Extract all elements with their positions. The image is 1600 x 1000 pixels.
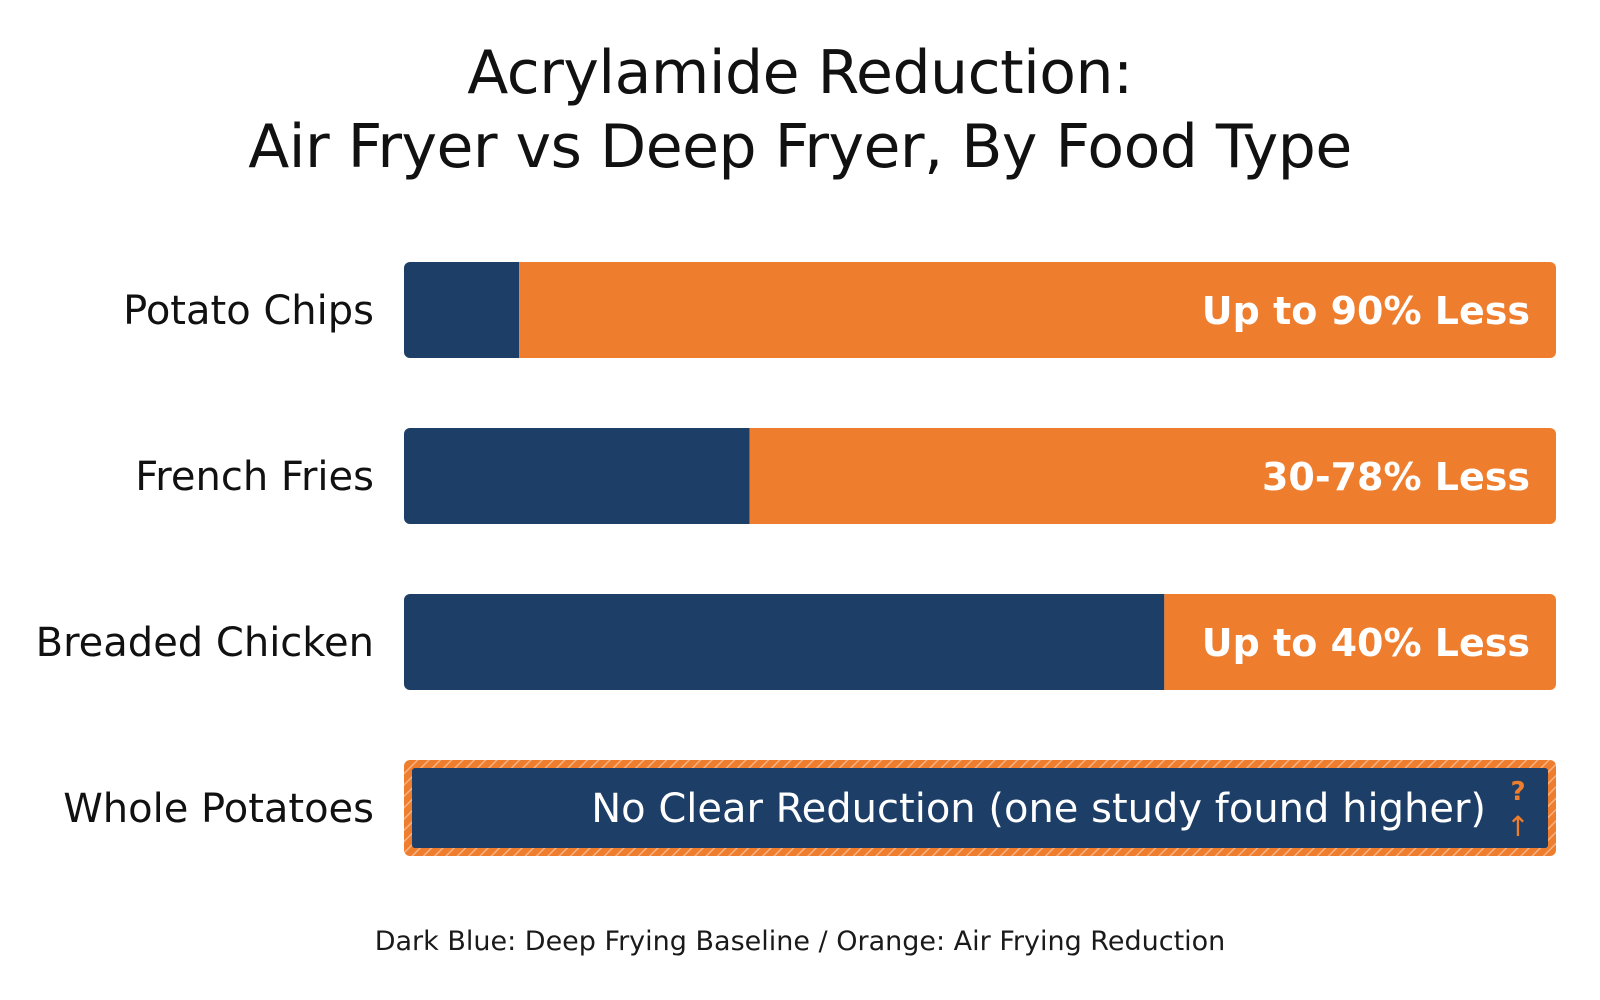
bar-deep-fry-french-fries <box>404 428 750 524</box>
data-label-breaded-chicken: Up to 40% Less <box>1202 621 1530 665</box>
bar-group-whole-potatoes <box>404 760 1556 856</box>
bar-group-french-fries <box>404 428 1556 524</box>
bar-group-potato-chips <box>404 262 1556 358</box>
bar-deep-fry-whole-potatoes <box>412 768 1548 848</box>
category-label-breaded-chicken: Breaded Chicken <box>36 620 374 666</box>
category-label-potato-chips: Potato Chips <box>123 288 374 334</box>
category-label-french-fries: French Fries <box>135 454 374 500</box>
bar-group-breaded-chicken <box>404 594 1556 690</box>
bar-air-fry-french-fries <box>749 428 1556 524</box>
data-label-potato-chips: Up to 90% Less <box>1202 289 1530 333</box>
bar-air-fry-potato-chips <box>519 262 1556 358</box>
chart-title-line-2: Air Fryer vs Deep Fryer, By Food Type <box>248 112 1352 182</box>
bar-deep-fry-potato-chips <box>404 262 520 358</box>
chart-title-line-1: Acrylamide Reduction: <box>467 38 1133 108</box>
category-label-whole-potatoes: Whole Potatoes <box>63 786 374 832</box>
bars-group: Potato Chips Up to 90% Less French Fries 30… <box>36 262 1556 856</box>
bar-air-fry-breaded-chicken <box>1164 594 1556 690</box>
up-arrow-icon: ↑ <box>1506 810 1529 843</box>
chart-title: Acrylamide Reduction: Air Fryer vs Deep … <box>0 36 1600 184</box>
legend-note-text: Dark Blue: Deep Frying Baseline / Orange… <box>374 926 1226 957</box>
question-mark-icon: ? <box>1510 777 1525 807</box>
legend-note: Dark Blue: Deep Frying Baseline / Orange… <box>0 926 1600 957</box>
data-label-whole-potatoes: No Clear Reduction (one study found high… <box>591 786 1486 832</box>
bar-deep-fry-breaded-chicken <box>404 594 1165 690</box>
data-label-french-fries: 30-78% Less <box>1262 455 1530 499</box>
